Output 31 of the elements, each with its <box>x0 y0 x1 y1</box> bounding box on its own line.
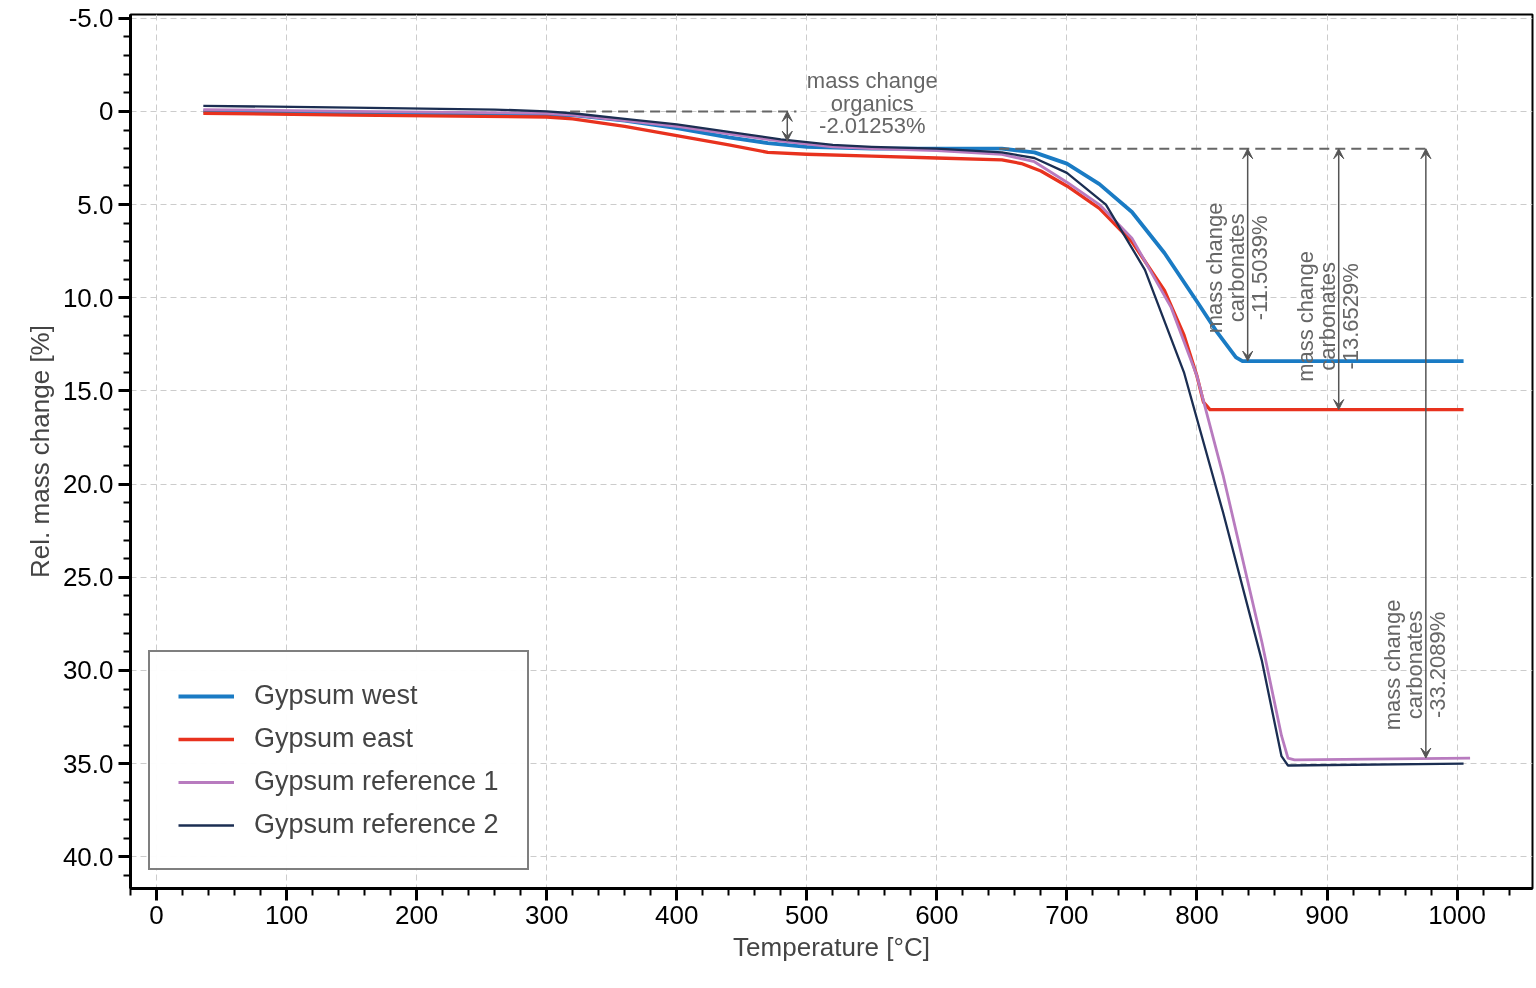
y-tick-label: 25.0 <box>62 562 114 593</box>
legend-label: Gypsum reference 2 <box>254 809 499 840</box>
x-tick-label: 800 <box>1175 899 1219 930</box>
y-tick-label: 15.0 <box>62 375 114 406</box>
annotation: mass change carbonates -33.2089% <box>1379 599 1450 731</box>
annotation: mass change carbonates -13.6529% <box>1292 250 1363 382</box>
legend-label: Gypsum reference 1 <box>254 766 499 797</box>
x-tick-label: 300 <box>524 899 569 930</box>
x-tick-label: 500 <box>785 899 829 930</box>
x-tick-label: 700 <box>1045 899 1089 930</box>
x-tick-label: 600 <box>915 899 959 930</box>
x-tick-label: 0 <box>149 899 164 930</box>
legend-label: Gypsum west <box>254 680 418 711</box>
legend-label: Gypsum east <box>254 723 414 754</box>
x-tick-label: 1000 <box>1428 899 1486 930</box>
x-tick-label: 100 <box>264 899 309 930</box>
x-axis-title: Temperature [°C] <box>733 931 930 962</box>
y-tick-label: 30.0 <box>62 655 114 686</box>
y-tick-label: 10.0 <box>62 282 114 313</box>
annotation: mass change carbonates -11.5039% <box>1201 202 1272 334</box>
x-tick-label: 200 <box>394 899 439 930</box>
y-tick-label: -5.0 <box>68 3 114 34</box>
annotation: mass change organics -2.01253% <box>806 68 938 139</box>
y-tick-label: 5.0 <box>77 189 114 220</box>
y-axis-title: Rel. mass change [%] <box>24 325 55 578</box>
y-tick-label: 0 <box>99 96 114 127</box>
y-tick-label: 35.0 <box>62 748 114 779</box>
x-tick-label: 900 <box>1305 899 1349 930</box>
y-tick-label: 40.0 <box>62 841 114 872</box>
x-tick-label: 400 <box>655 899 699 930</box>
y-tick-label: 20.0 <box>62 469 114 500</box>
